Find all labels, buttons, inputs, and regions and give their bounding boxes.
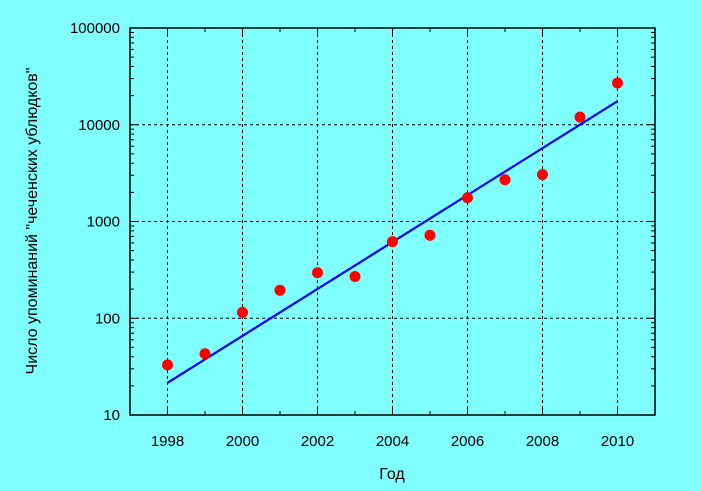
data-point <box>537 169 548 181</box>
data-point <box>387 236 398 248</box>
y-tick-label: 100000 <box>70 20 120 37</box>
data-point <box>237 306 248 318</box>
y-axis-title: Число упоминаний "чеченских ублюдков" <box>24 68 41 375</box>
y-tick-label: 1000 <box>87 214 120 231</box>
x-tick-label: 2010 <box>601 433 634 450</box>
y-tick-label: 10 <box>103 407 120 424</box>
data-point <box>612 77 623 89</box>
y-tick-labels: 10 100 1000 10000 100000 <box>70 20 120 424</box>
x-tick-label: 2002 <box>301 433 334 450</box>
x-tick-label: 1998 <box>151 433 184 450</box>
data-point <box>462 192 473 204</box>
data-point <box>162 359 173 371</box>
x-tick-label: 2004 <box>376 433 409 450</box>
y-tick-label: 10000 <box>78 117 120 134</box>
axis-ticks <box>129 27 656 416</box>
grid-lines <box>130 28 655 415</box>
x-tick-label: 2006 <box>451 433 484 450</box>
x-tick-label: 2000 <box>226 433 259 450</box>
y-tick-label: 100 <box>95 310 120 327</box>
data-point <box>574 111 586 123</box>
data-points <box>162 77 623 371</box>
x-tick-label: 2008 <box>526 433 559 450</box>
data-point <box>349 271 361 283</box>
data-point <box>274 284 286 296</box>
data-point <box>424 229 436 241</box>
x-tick-labels: 1998 2000 2002 2004 2006 2008 2010 <box>151 433 634 450</box>
data-point <box>499 174 511 186</box>
x-axis-title: Год <box>379 466 405 483</box>
data-point <box>312 267 323 279</box>
data-point <box>199 348 211 360</box>
